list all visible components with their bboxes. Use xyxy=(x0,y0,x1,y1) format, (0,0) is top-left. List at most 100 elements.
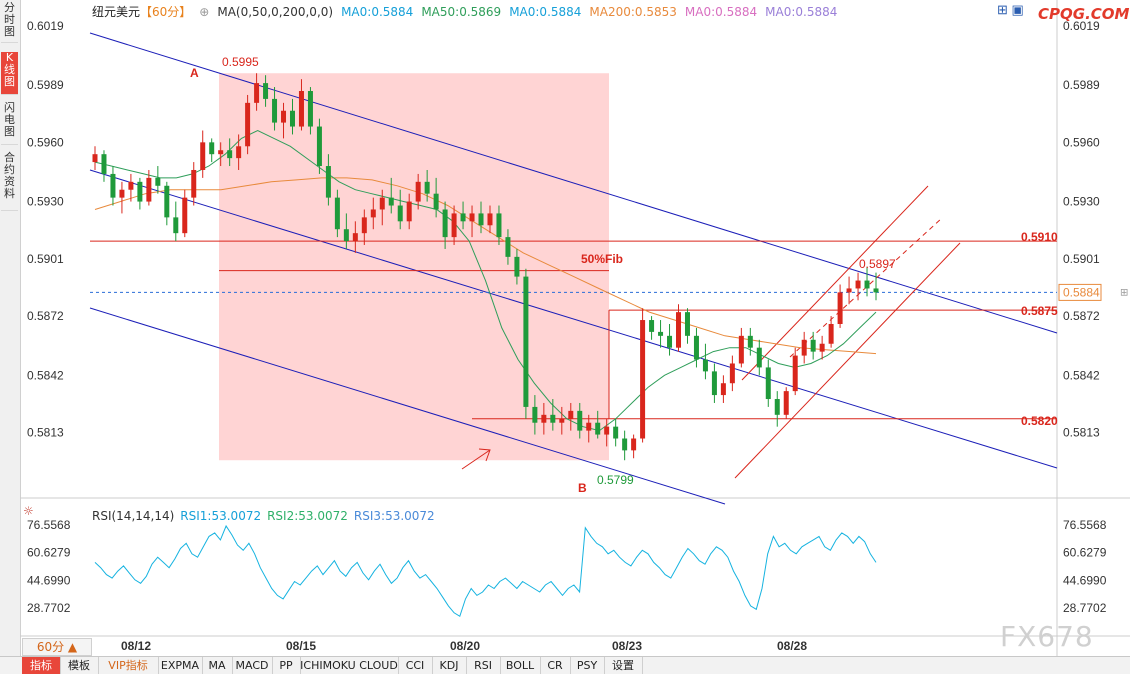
tab-rsi[interactable]: RSI xyxy=(466,657,501,674)
candle-body xyxy=(236,146,242,159)
side-tab-flash[interactable]: 闪电图 xyxy=(1,102,18,145)
time-tick: 08/28 xyxy=(777,639,807,653)
candle-body xyxy=(819,343,825,352)
candle-body xyxy=(667,335,673,348)
candle-body xyxy=(200,142,206,170)
candle-body xyxy=(532,406,538,423)
candle-body xyxy=(110,173,116,198)
rsi-tick-right: 28.7702 xyxy=(1063,601,1107,615)
current-price-label: 0.5884 xyxy=(1063,285,1100,299)
rsi-tick-left: 44.6990 xyxy=(27,573,71,587)
candle-body xyxy=(631,438,637,451)
left-price-tick: 0.5901 xyxy=(27,252,64,266)
candle-body xyxy=(137,181,143,202)
indicator-tab-bar: 指标 模板 VIP指标 EXPMA MA MACD PP ICHIMOKU CL… xyxy=(0,656,1130,674)
tab-ichimoku-cloud[interactable]: ICHIMOKU CLOUD xyxy=(300,657,399,674)
tab-ma[interactable]: MA xyxy=(202,657,233,674)
right-price-tick: 0.5960 xyxy=(1063,135,1100,149)
candle-body xyxy=(182,197,188,234)
rsi-tick-left: 28.7702 xyxy=(27,601,71,615)
point-b-label: B xyxy=(578,481,587,495)
arrow-icon xyxy=(461,448,491,470)
candle-body xyxy=(451,213,457,238)
candle-body xyxy=(747,335,753,348)
candle-body xyxy=(397,205,403,222)
expand-icon: ⊞ xyxy=(1120,287,1128,298)
candle-body xyxy=(684,312,690,336)
tab-cci[interactable]: CCI xyxy=(398,657,433,674)
settings-icon[interactable]: ⊕ xyxy=(199,5,210,19)
side-tab-kline[interactable]: K线图 xyxy=(1,52,18,95)
candle-body xyxy=(272,98,278,123)
toolbar-icons: ⊞ ▣ xyxy=(997,2,1024,18)
level-label-0.5820: 0.5820 xyxy=(1021,414,1058,428)
candle-body xyxy=(801,339,807,356)
candle-body xyxy=(774,399,780,415)
candle-body xyxy=(334,197,340,230)
candle-body xyxy=(693,335,699,360)
ma-value-1: MA0:0.5884 xyxy=(341,5,414,19)
tab-cr[interactable]: CR xyxy=(540,657,571,674)
candle-body xyxy=(442,209,448,238)
side-tab-bar: 分时图 K线图 闪电图 合约资料 xyxy=(0,0,21,673)
rsi-tick-left: 76.5568 xyxy=(27,518,71,532)
tab-vip-indicators[interactable]: VIP指标 xyxy=(98,657,159,674)
up-channel-lower xyxy=(734,242,961,479)
candle-body xyxy=(406,201,412,222)
candle-body xyxy=(424,181,430,194)
high-value-label: 0.5995 xyxy=(222,55,259,69)
tab-macd[interactable]: MACD xyxy=(232,657,273,674)
candle-body xyxy=(568,410,574,419)
candle-body xyxy=(352,233,358,242)
candle-body xyxy=(209,142,215,155)
period-selector[interactable]: 60分 ▲ xyxy=(22,638,92,656)
candle-body xyxy=(720,383,726,396)
candle-body xyxy=(263,83,269,99)
period-label: 【60分】 xyxy=(140,5,192,19)
fib-label: 50%Fib xyxy=(581,252,623,266)
candle-body xyxy=(738,335,744,364)
candle-body xyxy=(828,323,834,344)
tab-expma[interactable]: EXPMA xyxy=(158,657,203,674)
rsi-tick-right: 44.6990 xyxy=(1063,573,1107,587)
candle-body xyxy=(622,438,628,451)
candlestick-chart[interactable]: 0.6019 0.6019 0.5989 0.5989 0.5960 0.5960 0.59… xyxy=(20,0,1130,656)
candle-body xyxy=(846,288,852,293)
channel-upper-line xyxy=(89,32,1058,334)
rsi-header: RSI(14,14,14) RSI1:53.0072 RSI2:53.0072 RSI… xyxy=(92,509,441,523)
candle-body xyxy=(478,213,484,226)
candle-body xyxy=(307,91,313,127)
candle-body xyxy=(92,154,98,163)
rsi1-value: RSI1:53.0072 xyxy=(180,509,262,523)
chart-header: 纽元美元【60分】 ⊕ MA(0,50,0,200,0,0) MA0:0.5884 MA… xyxy=(92,3,845,20)
tab-kdj[interactable]: KDJ xyxy=(432,657,467,674)
time-tick: 08/12 xyxy=(121,639,151,653)
ma-value-3: MA0:0.5884 xyxy=(509,5,582,19)
tab-indicators[interactable]: 指标 xyxy=(22,657,61,674)
tab-boll[interactable]: BOLL xyxy=(500,657,541,674)
ma-value-6: MA0:0.5884 xyxy=(765,5,838,19)
candle-body xyxy=(711,371,717,396)
up-channel-upper xyxy=(741,185,929,381)
side-tab-timeshare[interactable]: 分时图 xyxy=(1,2,18,43)
candle-body xyxy=(613,426,619,439)
candle-body xyxy=(550,414,556,423)
candle-body xyxy=(837,292,843,324)
candle-body xyxy=(316,126,322,167)
fullscreen-icon[interactable]: ⊞ xyxy=(997,2,1008,17)
current-price-tag xyxy=(1058,283,1102,301)
side-tab-contract-info[interactable]: 合约资料 xyxy=(1,152,18,211)
candle-body xyxy=(325,166,331,198)
tab-pp[interactable]: PP xyxy=(272,657,301,674)
tab-settings[interactable]: 设置 xyxy=(604,657,643,674)
candle-body xyxy=(855,280,861,289)
rsi-title: RSI(14,14,14) xyxy=(92,509,175,523)
candle-body xyxy=(155,177,161,186)
candle-body xyxy=(577,410,583,431)
candle-body xyxy=(245,102,251,147)
ma-value-5: MA0:0.5884 xyxy=(684,5,758,19)
tab-psy[interactable]: PSY xyxy=(570,657,605,674)
tab-templates[interactable]: 模板 xyxy=(60,657,99,674)
recent-high-label: 0.5897 xyxy=(859,257,896,271)
window-icon[interactable]: ▣ xyxy=(1011,2,1024,17)
